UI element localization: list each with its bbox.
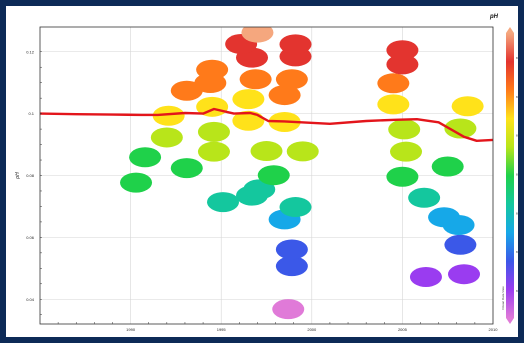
data-point — [272, 299, 305, 320]
data-point — [197, 141, 230, 162]
colorbar-label: pH — [489, 14, 499, 20]
data-point — [386, 40, 419, 61]
data-point — [129, 147, 162, 168]
data-point — [431, 156, 464, 177]
colorbar-tick-label: 8. — [516, 95, 519, 99]
data-point — [444, 118, 477, 139]
data-point — [170, 158, 203, 179]
colorbar-gradient — [506, 33, 514, 318]
data-point — [275, 239, 308, 260]
x-tick-label: 1995 — [217, 327, 227, 332]
colorbar-top-arrow — [506, 27, 514, 33]
data-point — [207, 192, 240, 213]
data-point — [197, 121, 230, 142]
data-point — [377, 94, 410, 115]
y-tick-label: 0.06 — [26, 235, 35, 240]
data-point — [444, 234, 477, 255]
data-point — [152, 105, 185, 126]
data-point — [239, 69, 272, 90]
data-point — [150, 127, 183, 148]
data-point — [388, 119, 421, 140]
data-point — [250, 141, 283, 162]
data-point — [286, 141, 319, 162]
colorbar-tick-label: 8. — [516, 211, 519, 215]
colorbar-tick-label: 8. — [516, 56, 519, 60]
data-point — [279, 197, 312, 218]
y-axis-label: pH — [15, 172, 21, 180]
y-tick-label: 0.08 — [26, 173, 35, 178]
data-point — [408, 187, 441, 208]
data-point — [170, 80, 203, 101]
data-point — [243, 179, 276, 200]
colorbar-tick-label: 8. — [516, 173, 519, 177]
data-point — [386, 54, 419, 75]
colorbar-tick-label: 8. — [516, 289, 519, 293]
data-point — [428, 207, 461, 228]
trend-line-layer — [39, 107, 494, 142]
trend-line — [39, 107, 494, 142]
data-point — [377, 73, 410, 94]
data-point — [120, 172, 153, 193]
colorbar-tick-label: 8. — [516, 134, 519, 138]
data-point — [451, 96, 484, 117]
data-point — [241, 27, 274, 43]
data-point — [275, 69, 308, 90]
data-point — [257, 165, 290, 186]
x-tick-label: 1990 — [126, 327, 136, 332]
colorbar-tick-label: 8. — [516, 250, 519, 254]
colorbar: pH 8. 8. 8. 8. 8. 8. 8. Ocean Data View — [489, 14, 519, 324]
x-tick-label: 2000 — [307, 327, 317, 332]
data-point — [279, 34, 312, 55]
y-tick-label: 0.04 — [26, 297, 35, 302]
data-point — [196, 59, 229, 80]
data-point — [268, 85, 301, 106]
data-point — [232, 89, 265, 110]
data-point — [390, 141, 423, 162]
data-point — [448, 264, 481, 285]
y-tick-label: 0.1 — [28, 111, 34, 116]
y-tick-label: 0.12 — [26, 49, 35, 54]
scatter-points — [120, 27, 484, 320]
data-point — [196, 96, 229, 117]
x-tick-label: 2010 — [489, 327, 499, 332]
x-tick-label: 2005 — [398, 327, 408, 332]
axes: 1990 1995 2000 2005 2010 0.12 0.1 0.08 0.06 0.04 p… — [15, 49, 498, 332]
gridlines — [40, 27, 494, 324]
data-point — [409, 266, 442, 287]
colorbar-bottom-arrow — [506, 318, 514, 324]
data-point — [386, 166, 419, 187]
colorbar-side-text: Ocean Data View — [501, 286, 505, 310]
data-point — [275, 256, 308, 277]
